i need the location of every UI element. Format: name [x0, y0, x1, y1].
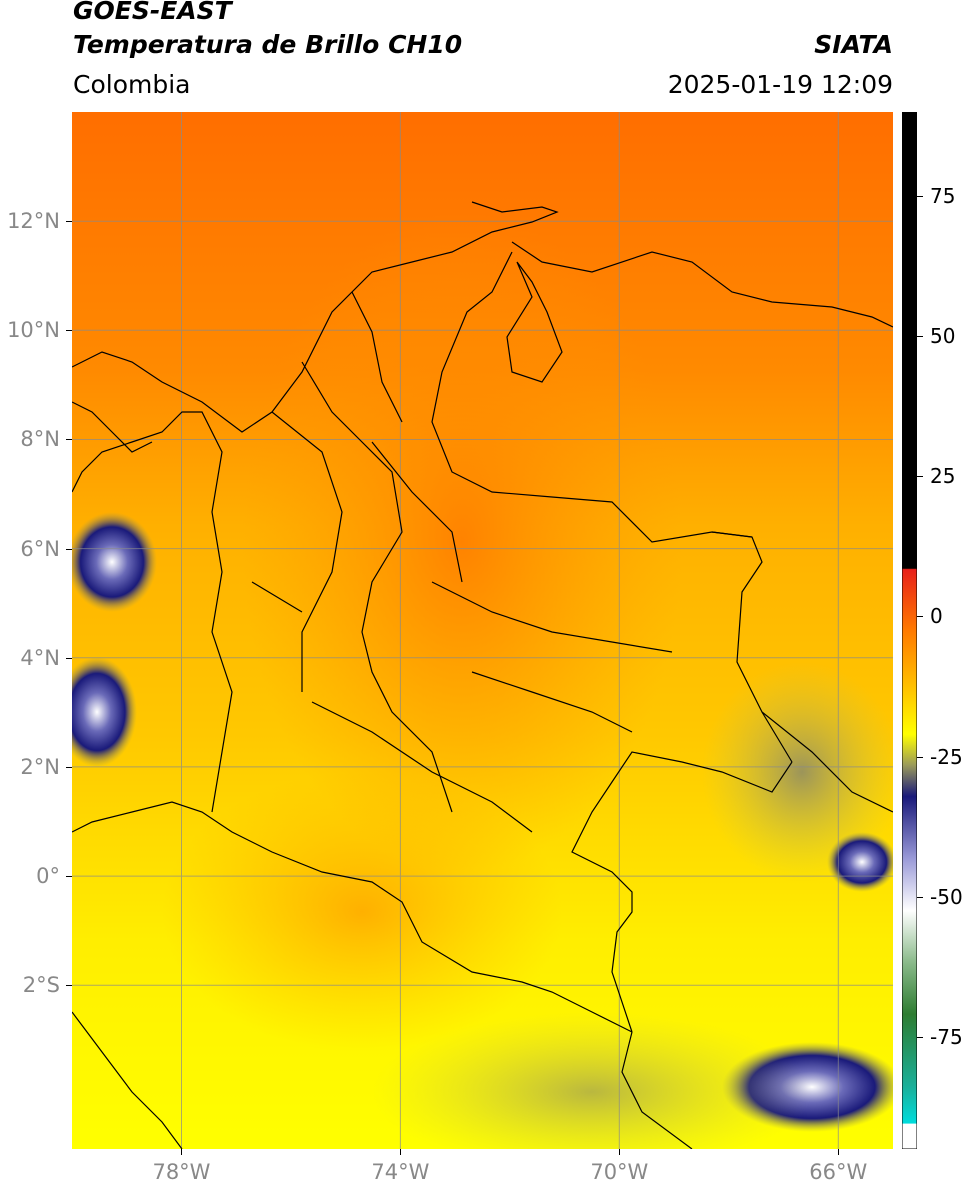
colorbar-tick-mark [917, 1036, 923, 1038]
border-colombia-peru-ecuador [72, 801, 633, 1033]
region-label: Colombia [73, 70, 191, 99]
latitude-tick-label: 10°N [7, 318, 60, 343]
longitude-tick-label: 70°W [590, 1160, 649, 1184]
latitude-tick-label: 2°N [20, 754, 60, 779]
satellite-title: GOES-EAST [73, 0, 232, 25]
colorbar-tick-mark [917, 896, 923, 898]
colorbar-tick-label: -75 [930, 1024, 963, 1049]
longitude-tick-mark [400, 1149, 402, 1155]
border-colombia-venezuela [431, 251, 793, 763]
latitude-tick-label: 8°N [20, 427, 60, 452]
colorbar-tick-mark [917, 756, 923, 758]
colorbar-fill [902, 112, 917, 1149]
product-title: Temperatura de Brillo CH10 [73, 30, 463, 59]
latitude-tick-mark [66, 876, 72, 878]
cloud-haze [702, 662, 893, 882]
longitude-tick-label: 78°W [152, 1160, 211, 1184]
latitude-tick-mark [66, 985, 72, 987]
longitude-tick-label: 74°W [371, 1160, 430, 1184]
colorbar-tick-mark [917, 336, 923, 338]
cold-cloud [72, 657, 137, 767]
longitude-tick-mark [181, 1149, 183, 1155]
colorbar-tick-label: 75 [930, 184, 956, 209]
colorbar-tick-label: -25 [930, 744, 963, 769]
latitude-tick-mark [66, 766, 72, 768]
organization-label: SIATA [814, 30, 893, 59]
colorbar-tick-mark [917, 616, 923, 618]
latitude-tick-mark [66, 221, 72, 223]
latitude-tick-mark [66, 330, 72, 332]
longitude-tick-mark [619, 1149, 621, 1155]
warm-region [162, 772, 562, 1052]
longitude-tick-label: 66°W [809, 1160, 868, 1184]
peru-coast [72, 1011, 183, 1149]
country-borders [72, 201, 893, 1149]
border-colombia-brazil [571, 751, 793, 1033]
colorbar-tick-label: 0 [930, 604, 943, 629]
satellite-map [72, 112, 893, 1149]
cold-cloud [827, 832, 893, 892]
warm-region [242, 212, 682, 872]
venezuela-inner [711, 531, 893, 813]
colorbar-tick-label: 25 [930, 464, 956, 489]
latitude-tick-mark [66, 548, 72, 550]
internal-dept-borders [251, 291, 673, 833]
border-panama [72, 401, 153, 453]
latitude-tick-label: 12°N [7, 209, 60, 234]
colorbar-tick-mark [917, 476, 923, 478]
latitude-tick-mark [66, 657, 72, 659]
colorbar-tick-label: -50 [930, 884, 963, 909]
latitude-tick-mark [66, 439, 72, 441]
coastline-venezuela [511, 241, 893, 328]
latitude-tick-label: 0° [36, 864, 60, 889]
colorbar [902, 112, 917, 1149]
cold-cloud [72, 512, 157, 612]
latitude-tick-label: 4°N [20, 645, 60, 670]
latitude-tick-label: 6°N [20, 536, 60, 561]
cloud-haze [372, 1012, 812, 1149]
lake-maracaibo [506, 261, 563, 383]
coastline-pacific [72, 411, 233, 813]
longitude-tick-mark [838, 1149, 840, 1155]
datetime-label: 2025-01-19 12:09 [667, 70, 893, 99]
colorbar-tick-label: 50 [930, 324, 956, 349]
gridlines [72, 112, 893, 1149]
border-peru-brazil [621, 1031, 693, 1149]
latitude-tick-label: 2°S [22, 973, 60, 998]
colorbar-tick-mark [917, 196, 923, 198]
